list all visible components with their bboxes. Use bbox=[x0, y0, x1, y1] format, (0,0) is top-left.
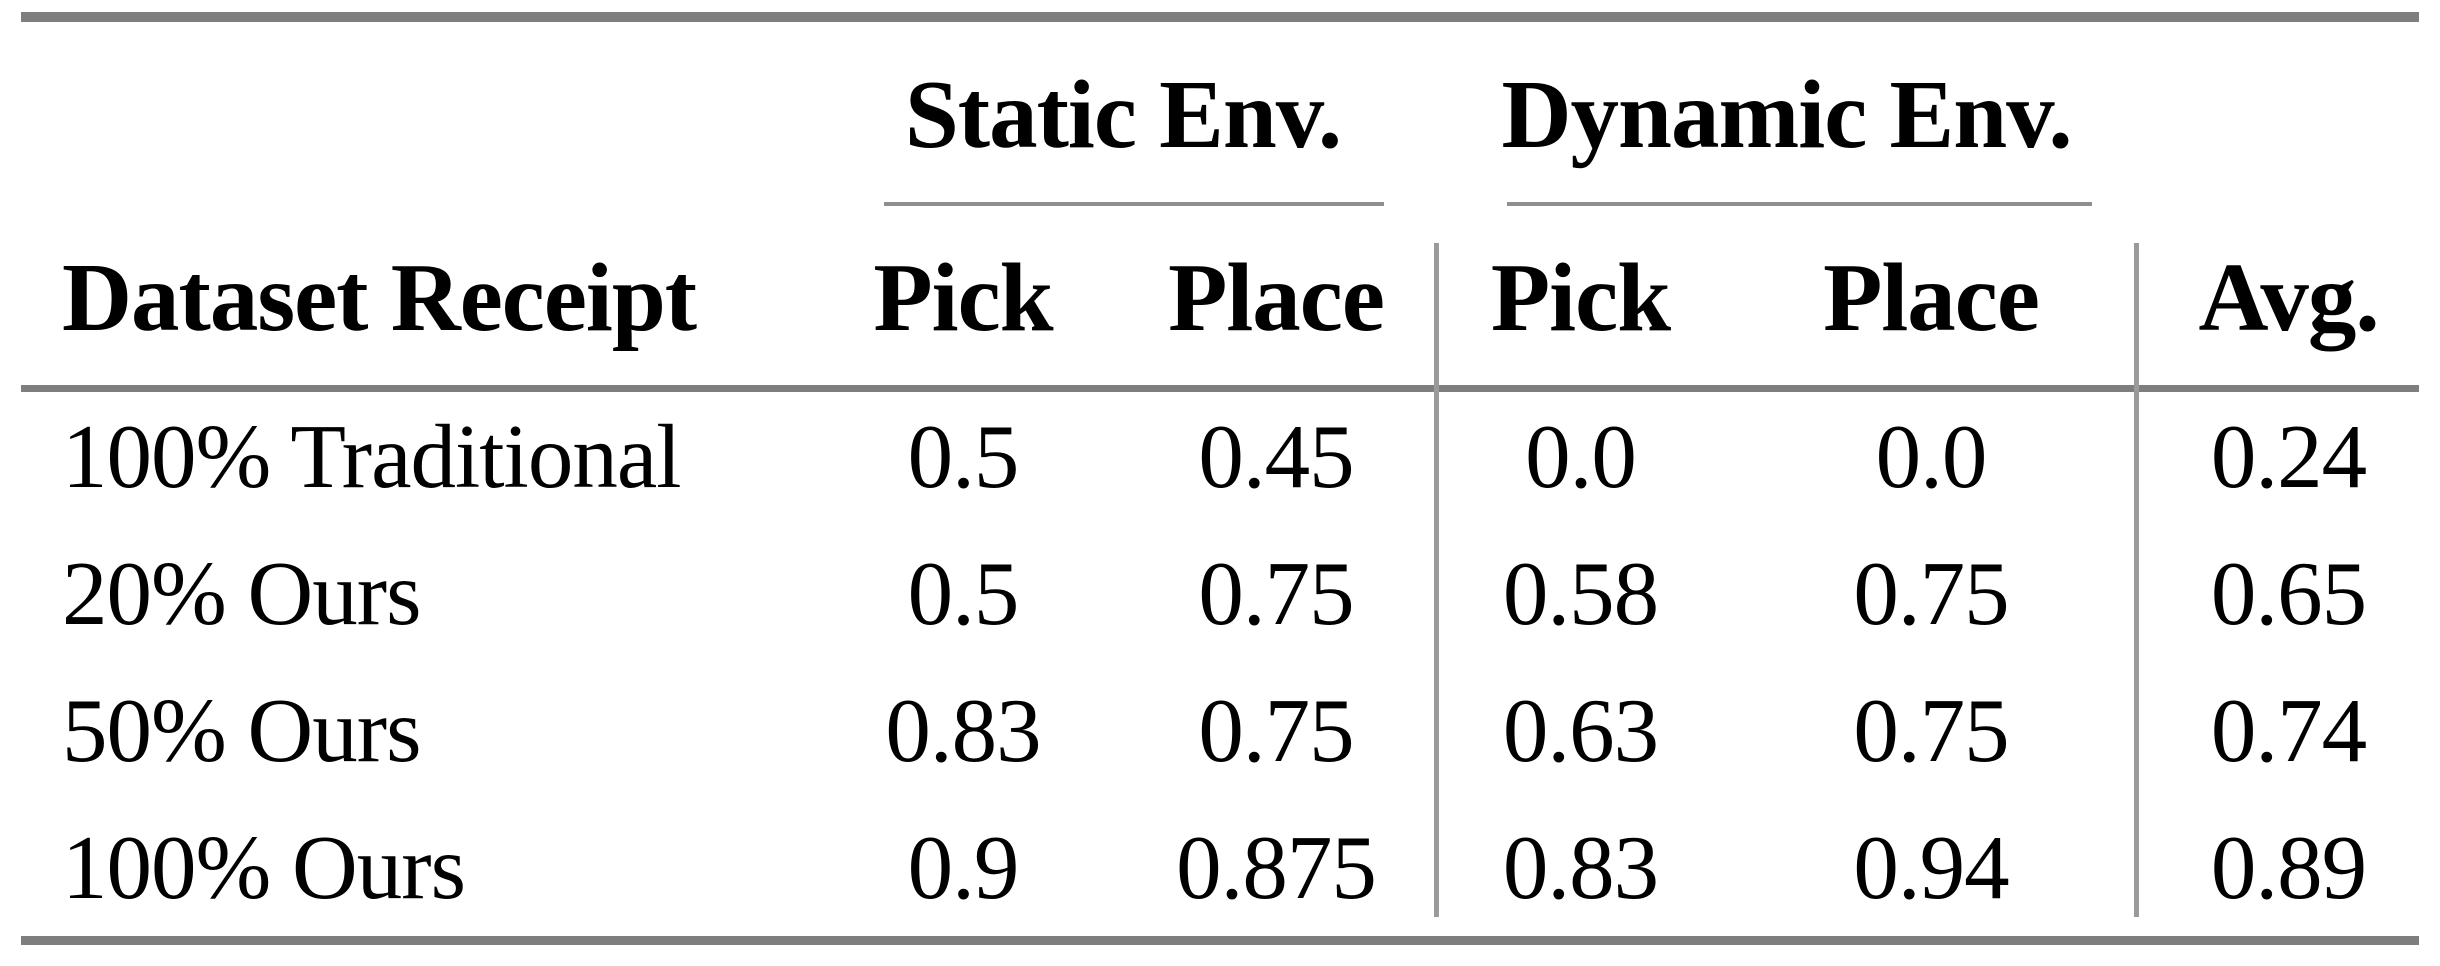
col-header-static-pick: Pick bbox=[873, 244, 1053, 351]
cmidrule-static-env bbox=[884, 202, 1384, 206]
row-label: 100% Traditional bbox=[62, 406, 682, 507]
table-row: 100% Ours 0.9 0.875 0.83 0.94 0.89 bbox=[0, 799, 2440, 936]
cmidrule-dynamic-env bbox=[1507, 202, 2092, 206]
mid-rule bbox=[21, 385, 2419, 392]
cell-dynamic-pick: 0.83 bbox=[1502, 817, 1659, 918]
results-table: Static Env. Dynamic Env. Dataset Receipt… bbox=[0, 22, 2440, 936]
cell-dynamic-pick: 0.63 bbox=[1502, 680, 1659, 781]
cell-static-place: 0.45 bbox=[1198, 406, 1354, 507]
cell-static-pick: 0.5 bbox=[907, 543, 1020, 644]
vertical-separator-static-dynamic bbox=[1434, 243, 1439, 917]
cell-static-place: 0.75 bbox=[1198, 680, 1354, 781]
cell-static-pick: 0.9 bbox=[907, 817, 1020, 918]
col-header-static-place: Place bbox=[1168, 244, 1385, 351]
row-label: 20% Ours bbox=[62, 543, 422, 644]
cell-dynamic-place: 0.75 bbox=[1853, 543, 2009, 644]
col-header-dynamic-place: Place bbox=[1823, 244, 2040, 351]
col-header-dynamic-pick: Pick bbox=[1490, 244, 1671, 351]
cell-avg: 0.89 bbox=[2210, 817, 2367, 918]
cell-dynamic-place: 0.0 bbox=[1875, 406, 1988, 507]
col-group-static-env: Static Env. bbox=[904, 61, 1342, 168]
cell-avg: 0.24 bbox=[2210, 406, 2367, 507]
cell-dynamic-pick: 0.58 bbox=[1502, 543, 1659, 644]
col-group-dynamic-env: Dynamic Env. bbox=[1501, 61, 2072, 168]
cell-dynamic-place: 0.75 bbox=[1853, 680, 2009, 781]
cell-static-place: 0.875 bbox=[1176, 817, 1377, 918]
cell-avg: 0.65 bbox=[2210, 543, 2367, 644]
vertical-separator-dynamic-avg bbox=[2134, 243, 2139, 917]
cell-static-place: 0.75 bbox=[1198, 543, 1354, 644]
spanner-spacer bbox=[2137, 22, 2440, 207]
column-group-row: Static Env. Dynamic Env. bbox=[0, 22, 2440, 207]
table-row: 50% Ours 0.83 0.75 0.63 0.75 0.74 bbox=[0, 662, 2440, 799]
top-rule bbox=[21, 12, 2419, 22]
col-header-dataset-receipt: Dataset Receipt bbox=[62, 244, 697, 351]
cell-dynamic-pick: 0.0 bbox=[1525, 406, 1637, 507]
row-label: 100% Ours bbox=[62, 817, 466, 918]
bottom-rule bbox=[21, 936, 2419, 945]
cell-dynamic-place: 0.94 bbox=[1853, 817, 2009, 918]
row-label: 50% Ours bbox=[62, 680, 422, 781]
cell-avg: 0.74 bbox=[2210, 680, 2367, 781]
cell-static-pick: 0.83 bbox=[885, 680, 1041, 781]
col-header-avg: Avg. bbox=[2198, 244, 2379, 351]
cell-static-pick: 0.5 bbox=[907, 406, 1020, 507]
column-header-row: Dataset Receipt Pick Place Pick Place Av… bbox=[0, 207, 2440, 388]
table-row: 20% Ours 0.5 0.75 0.58 0.75 0.65 bbox=[0, 525, 2440, 662]
spanner-spacer bbox=[0, 22, 810, 207]
table-row: 100% Traditional 0.5 0.45 0.0 0.0 0.24 bbox=[0, 388, 2440, 525]
